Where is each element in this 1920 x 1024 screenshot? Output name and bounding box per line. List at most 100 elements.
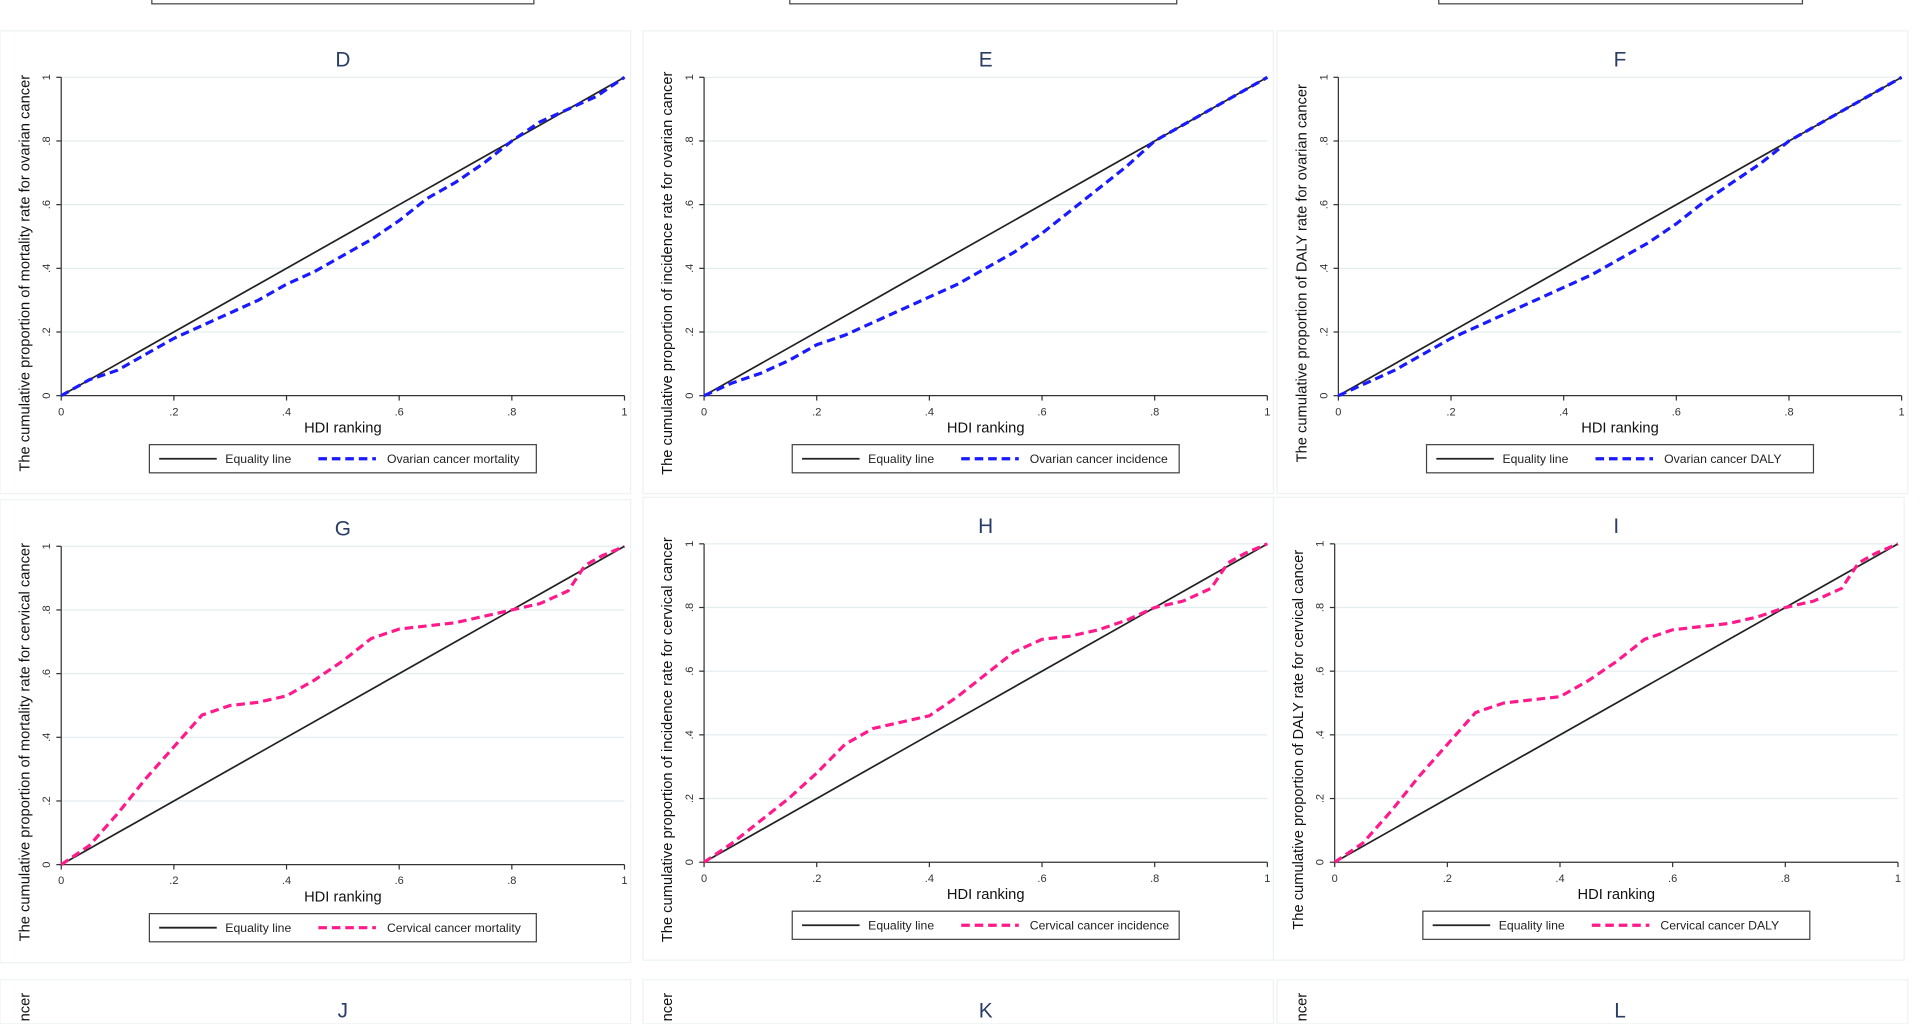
y-tick-label: 1 bbox=[684, 541, 696, 547]
x-tick-label: .8 bbox=[1784, 406, 1793, 418]
x-tick-label: .6 bbox=[395, 875, 404, 887]
y-tick-label: 1 bbox=[684, 74, 696, 80]
x-tick-label: 0 bbox=[701, 406, 707, 418]
y-tick-label: .2 bbox=[684, 327, 696, 336]
x-tick-label: .4 bbox=[925, 873, 934, 885]
chart-panel-h: H 0 .2 .4 .6 .8 1 0 .2 .4 .6 .8 1 HDI ranking The cumu… bbox=[642, 496, 1275, 961]
x-tick-label: .2 bbox=[169, 875, 178, 887]
x-tick-label: .8 bbox=[1150, 873, 1159, 885]
y-axis-label-fragment: ncer bbox=[17, 993, 33, 1022]
x-tick-label: 1 bbox=[1895, 873, 1901, 885]
legend-label: Equality line bbox=[225, 452, 291, 466]
x-tick-label: .2 bbox=[812, 406, 821, 418]
chart-title: I bbox=[1613, 515, 1619, 538]
x-tick-label: 0 bbox=[1335, 406, 1341, 418]
x-tick-label: 1 bbox=[1264, 873, 1270, 885]
legend-label: Cervical cancer incidence bbox=[1030, 919, 1170, 933]
y-tick-label: 0 bbox=[684, 859, 696, 865]
x-tick-label: 0 bbox=[58, 875, 64, 887]
legend-label: Equality line bbox=[225, 921, 291, 935]
x-axis-label: HDI ranking bbox=[304, 420, 382, 436]
legend-label: Equality line bbox=[1502, 452, 1568, 466]
y-tick-label: .4 bbox=[1318, 264, 1330, 273]
chart-title: G bbox=[335, 517, 351, 540]
y-tick-label: 1 bbox=[1318, 74, 1330, 80]
chart-panel-e: E 0 .2 .4 .6 .8 1 0 .2 .4 .6 .8 1 HDI ranking The cumu… bbox=[642, 30, 1275, 495]
y-tick-label: .8 bbox=[41, 136, 53, 145]
y-axis-label: The cumulative proportion of DALY rate f… bbox=[1295, 84, 1311, 462]
panel-frame bbox=[1276, 30, 1909, 495]
x-tick-label: .8 bbox=[507, 406, 516, 418]
y-axis-label: The cumulative proportion of mortality r… bbox=[17, 75, 33, 472]
panel-frame bbox=[642, 979, 1275, 1024]
series-line-data bbox=[1337, 75, 1903, 398]
figure-grid: D 0 .2 .4 .6 .8 1 0 .2 .4 .6 .8 1 HDI ranking The cumu… bbox=[0, 30, 1909, 1024]
x-tick-label: .4 bbox=[282, 406, 291, 418]
x-tick-label: 0 bbox=[1332, 873, 1338, 885]
series-line-equality bbox=[703, 543, 1268, 863]
x-axis-label: HDI ranking bbox=[1581, 420, 1659, 436]
y-tick-label: 0 bbox=[1318, 393, 1330, 399]
x-tick-label: .4 bbox=[1555, 873, 1564, 885]
panel-frame bbox=[0, 979, 632, 1024]
series-line-equality bbox=[60, 545, 625, 866]
y-tick-label: .2 bbox=[684, 794, 696, 803]
x-tick-label: 0 bbox=[58, 406, 64, 418]
y-tick-label: .6 bbox=[1315, 667, 1327, 676]
x-tick-label: .2 bbox=[1446, 406, 1455, 418]
legend-label: Equality line bbox=[868, 919, 934, 933]
chart-title: F bbox=[1614, 48, 1627, 71]
y-tick-label: .6 bbox=[41, 669, 53, 678]
chart-title: E bbox=[979, 48, 993, 71]
y-axis-label: The cumulative proportion of incidence r… bbox=[660, 71, 676, 474]
panel-frame bbox=[0, 30, 632, 495]
x-tick-label: .4 bbox=[1559, 406, 1568, 418]
panel-frame bbox=[642, 30, 1275, 495]
legend-label: Ovarian cancer incidence bbox=[1030, 452, 1168, 466]
y-tick-label: .8 bbox=[684, 603, 696, 612]
x-axis-label: HDI ranking bbox=[304, 889, 382, 905]
x-tick-label: 1 bbox=[621, 406, 627, 418]
x-tick-label: .4 bbox=[282, 875, 291, 887]
panel-frame bbox=[642, 496, 1275, 961]
y-tick-label: 1 bbox=[1315, 541, 1327, 547]
y-tick-label: .6 bbox=[684, 200, 696, 209]
legend-label: Equality line bbox=[868, 452, 934, 466]
x-tick-label: .4 bbox=[925, 406, 934, 418]
y-axis-label-fragment: ncer bbox=[1295, 993, 1311, 1022]
chart-title: H bbox=[978, 515, 993, 538]
chart-title: D bbox=[335, 48, 350, 71]
panel-frame bbox=[1272, 496, 1905, 961]
y-axis-label: The cumulative proportion of DALY rate f… bbox=[1291, 550, 1307, 930]
y-tick-label: 0 bbox=[41, 862, 53, 868]
y-tick-label: 1 bbox=[41, 74, 53, 80]
panel-frame bbox=[0, 499, 632, 964]
legend-box-partial-b bbox=[789, 0, 1178, 5]
y-tick-label: 1 bbox=[41, 543, 53, 549]
series-line-data bbox=[703, 542, 1268, 864]
chart-title: K bbox=[979, 1000, 993, 1023]
y-tick-label: .6 bbox=[1318, 200, 1330, 209]
series-line-data bbox=[1333, 542, 1899, 864]
series-line-equality bbox=[1334, 543, 1899, 863]
x-tick-label: .8 bbox=[507, 875, 516, 887]
legend-label: Cervical cancer DALY bbox=[1660, 919, 1779, 933]
y-tick-label: .4 bbox=[41, 733, 53, 742]
x-tick-label: .2 bbox=[812, 873, 821, 885]
y-tick-label: .4 bbox=[41, 264, 53, 273]
x-tick-label: 1 bbox=[1264, 406, 1270, 418]
y-tick-label: 0 bbox=[1315, 859, 1327, 865]
y-tick-label: .6 bbox=[41, 200, 53, 209]
y-tick-label: .2 bbox=[41, 327, 53, 336]
legend-box-partial-a bbox=[151, 0, 535, 5]
chart-panel-g: G 0 .2 .4 .6 .8 1 0 .2 .4 .6 .8 1 HDI ranking The cumu… bbox=[0, 499, 632, 964]
x-tick-label: 0 bbox=[701, 873, 707, 885]
x-tick-label: .2 bbox=[1443, 873, 1452, 885]
y-tick-label: .4 bbox=[684, 730, 696, 739]
x-tick-label: 1 bbox=[1899, 406, 1905, 418]
x-axis-label: HDI ranking bbox=[947, 887, 1025, 903]
series-line-data bbox=[60, 75, 626, 398]
